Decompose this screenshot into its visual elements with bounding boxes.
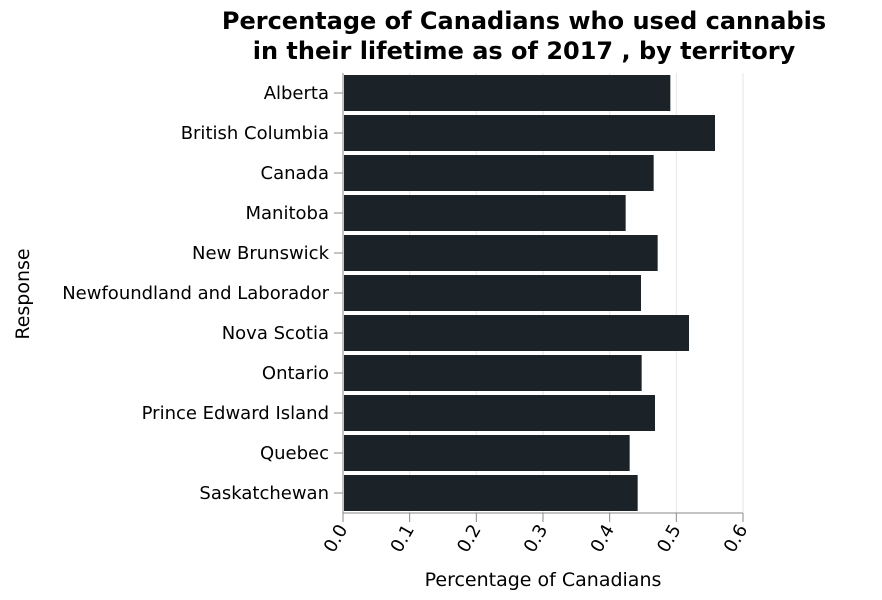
x-tick-label: 0.2 — [453, 521, 486, 556]
bar — [344, 195, 626, 231]
x-tick-label: 0.5 — [653, 521, 686, 556]
chart-title: Percentage of Canadians who used cannabi… — [222, 7, 826, 65]
x-tick-label: 0.6 — [720, 521, 753, 556]
bar — [344, 155, 654, 191]
x-axis-title: Percentage of Canadians — [425, 569, 662, 591]
chart-title-line-2: in their lifetime as of 2017 , by territ… — [253, 37, 796, 65]
category-label: Manitoba — [246, 203, 330, 224]
category-label: British Columbia — [181, 123, 329, 144]
category-label: Newfoundland and Laborador — [62, 283, 329, 304]
bar — [344, 275, 641, 311]
chart-title-line-1: Percentage of Canadians who used cannabi… — [222, 7, 826, 35]
category-label: New Brunswick — [192, 243, 330, 264]
category-label: Prince Edward Island — [142, 403, 329, 424]
category-label: Ontario — [262, 363, 329, 384]
y-axis-title: Response — [12, 248, 34, 339]
x-tick-label: 0.4 — [586, 521, 619, 556]
bar — [344, 75, 671, 111]
bar — [344, 395, 655, 431]
bar — [344, 235, 658, 271]
x-tick-label: 0.3 — [520, 521, 553, 556]
bar — [344, 355, 642, 391]
x-axis: 0.0 0.1 0.2 0.3 0.4 0.5 0.6 — [320, 512, 753, 556]
bar — [344, 435, 630, 471]
category-label: Alberta — [264, 83, 329, 104]
bars — [344, 75, 715, 511]
category-label: Quebec — [260, 443, 329, 464]
category-label: Canada — [261, 163, 330, 184]
y-axis: Alberta British Columbia Canada Manitoba New… — [62, 73, 344, 513]
category-label: Nova Scotia — [222, 323, 329, 344]
bar — [344, 315, 689, 351]
bar — [344, 115, 715, 151]
x-tick-label: 0.1 — [386, 521, 419, 556]
bar — [344, 475, 638, 511]
category-label: Saskatchewan — [199, 483, 329, 504]
x-tick-label: 0.0 — [320, 521, 353, 556]
